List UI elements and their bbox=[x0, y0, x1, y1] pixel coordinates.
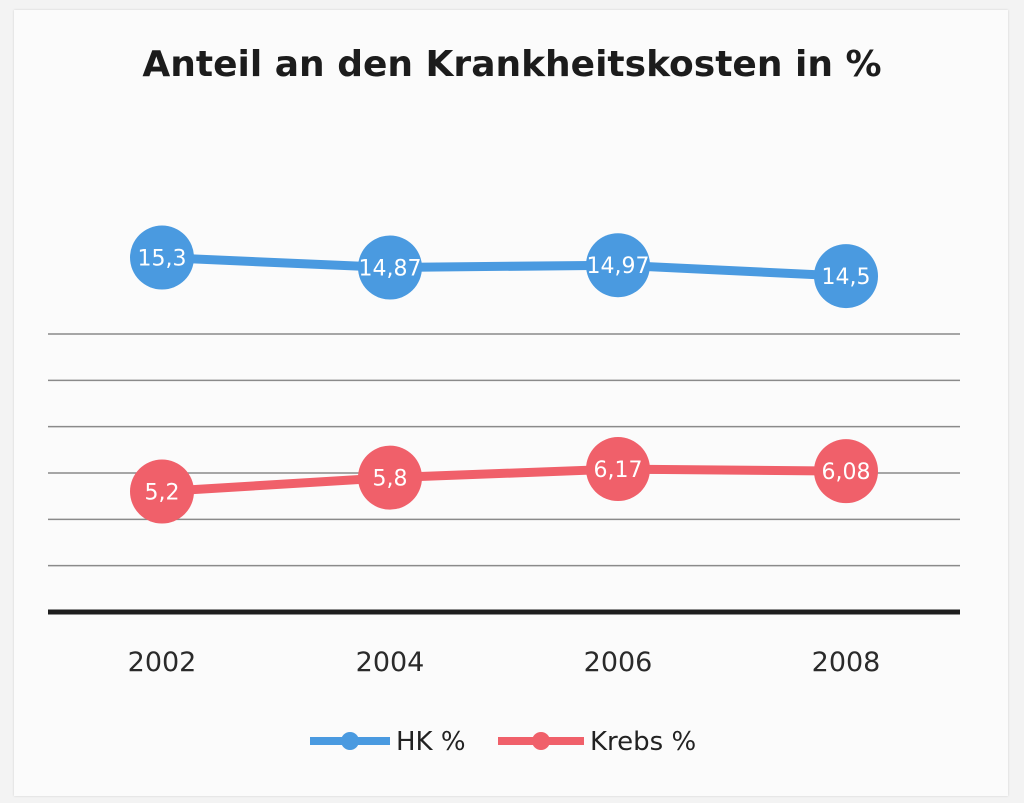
legend-label-0: HK % bbox=[396, 727, 466, 757]
data-label-1-1: 5,8 bbox=[373, 467, 408, 492]
x-tick-label-2006: 2006 bbox=[584, 647, 653, 678]
data-point-1-3 bbox=[814, 439, 878, 504]
data-label-1-2: 6,17 bbox=[594, 458, 643, 483]
x-axis: 2002 2004 2006 2008 bbox=[48, 609, 960, 678]
data-label-1-0: 5,2 bbox=[145, 481, 180, 506]
data-point-0-2 bbox=[586, 233, 650, 298]
data-point-1-2 bbox=[586, 437, 650, 502]
data-label-0-3: 14,5 bbox=[822, 265, 871, 290]
series-0: 15,3 14,87 14,97 14,5 bbox=[130, 225, 878, 309]
data-point-0-1 bbox=[358, 235, 422, 300]
chart-title: Anteil an den Krankheitskosten in % bbox=[142, 44, 882, 85]
data-point-0-0 bbox=[130, 225, 194, 290]
data-point-0-3 bbox=[814, 244, 878, 309]
series-1: 5,2 5,8 6,17 6,08 bbox=[130, 437, 878, 524]
data-label-0-1: 14,87 bbox=[359, 257, 422, 282]
series-lines: 15,3 14,87 14,97 14,5 5,2 5,8 6,17 6,08 bbox=[130, 225, 878, 524]
chart-background bbox=[14, 10, 1008, 796]
x-tick-label-2002: 2002 bbox=[128, 647, 197, 678]
x-tick-label-2008: 2008 bbox=[812, 647, 881, 678]
data-label-0-0: 15,3 bbox=[138, 247, 187, 272]
series-line-1 bbox=[161, 464, 847, 497]
data-label-0-2: 14,97 bbox=[587, 254, 650, 279]
legend-item-1: Krebs % bbox=[498, 727, 696, 757]
series-line-0 bbox=[161, 253, 847, 281]
legend-swatch-marker-1 bbox=[532, 732, 550, 750]
legend-swatch-marker-0 bbox=[341, 732, 359, 750]
legend-label-1: Krebs % bbox=[590, 727, 696, 757]
x-tick-label-2004: 2004 bbox=[356, 647, 425, 678]
data-label-1-3: 6,08 bbox=[822, 460, 871, 485]
legend-item-0: HK % bbox=[310, 727, 466, 757]
data-point-1-0 bbox=[130, 459, 194, 524]
legend: HK % Krebs % bbox=[310, 727, 696, 757]
data-point-1-1 bbox=[358, 445, 422, 510]
